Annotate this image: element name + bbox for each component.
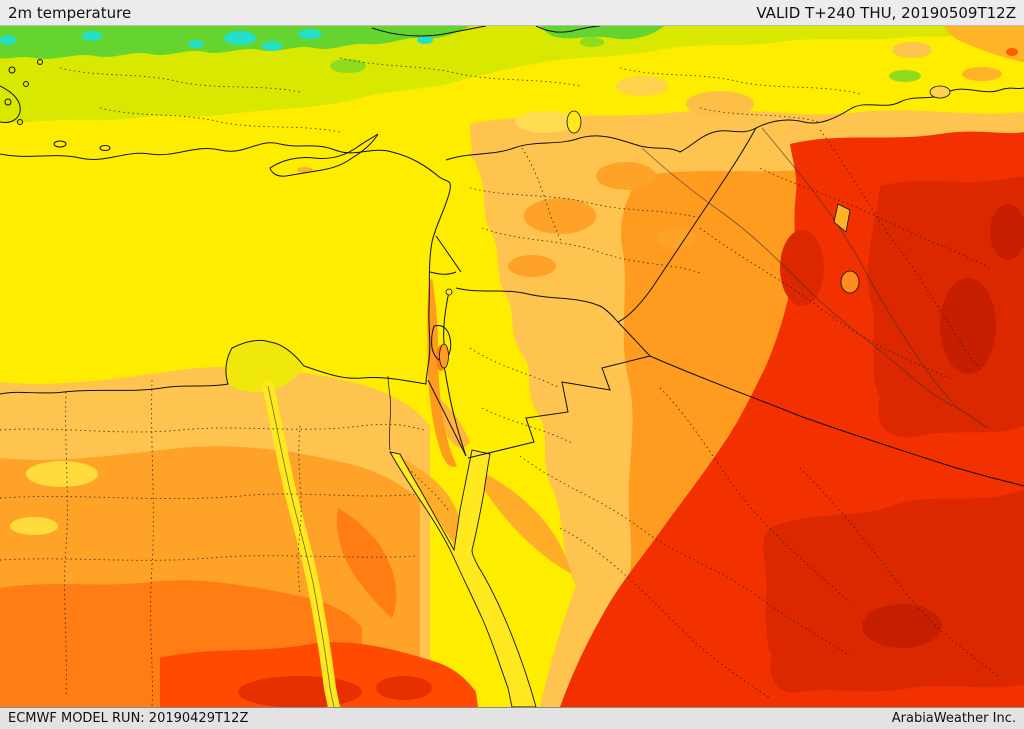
lakes — [439, 85, 951, 369]
tigris-river — [761, 127, 953, 403]
lake-tuz — [566, 110, 582, 134]
map-title: 2m temperature — [8, 3, 132, 22]
euphrates-river — [641, 147, 953, 407]
lake-razzaza — [840, 270, 860, 294]
rivers — [267, 127, 989, 707]
admin-boundaries — [0, 57, 1001, 707]
provider-label: ArabiaWeather Inc. — [891, 711, 1016, 726]
sea-of-galilee — [445, 288, 453, 296]
lake-van — [929, 85, 951, 99]
cyprus-island — [269, 133, 379, 177]
footer-bar: ECMWF MODEL RUN: 20190429T12Z ArabiaWeat… — [0, 707, 1024, 729]
lake-tharthar — [833, 203, 851, 233]
red-sea-water — [387, 375, 537, 707]
model-run-label: ECMWF MODEL RUN: 20190429T12Z — [8, 711, 249, 726]
dead-sea — [439, 343, 449, 369]
temperature-field — [0, 26, 1024, 707]
header-bar: 2m temperature VALID T+240 THU, 20190509… — [0, 0, 1024, 26]
coastlines — [0, 26, 601, 395]
suez-canal-line — [387, 375, 391, 451]
nile-river — [267, 385, 335, 707]
valid-time-label: VALID T+240 THU, 20190509T12Z — [756, 3, 1016, 22]
map-area — [0, 26, 1024, 707]
temperature-map — [0, 26, 1024, 707]
